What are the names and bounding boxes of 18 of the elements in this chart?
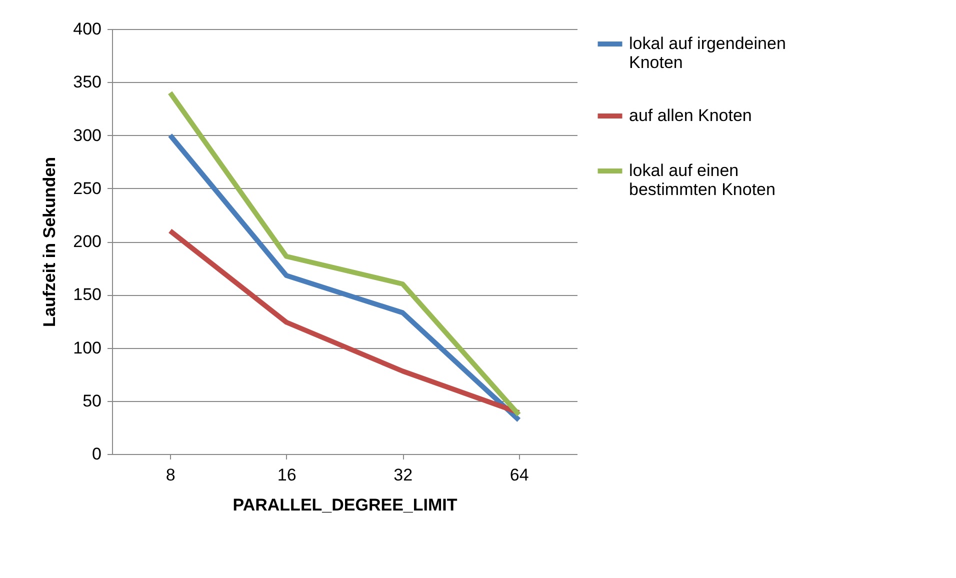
y-tick-label: 150 xyxy=(73,285,102,304)
y-tick-label: 250 xyxy=(73,178,102,198)
legend-label: lokal auf irgendeinen Knoten xyxy=(629,34,786,72)
x-tick-label: 8 xyxy=(166,466,176,484)
y-tick-label: 0 xyxy=(92,444,102,464)
y-tick-label: 200 xyxy=(73,232,102,251)
y-tick-label: 350 xyxy=(73,72,102,92)
x-tick-label: 32 xyxy=(394,466,413,484)
y-axis-title: Laufzeit in Sekunden xyxy=(40,156,60,328)
y-tick-label: 300 xyxy=(73,126,102,145)
legend-label: lokal auf einen bestimmten Knoten xyxy=(629,161,776,199)
y-tick-label: 400 xyxy=(73,20,102,38)
y-tick-label: 100 xyxy=(73,338,102,358)
x-axis-title: PARALLEL_DEGREE_LIMIT xyxy=(232,496,458,514)
legend-label: auf allen Knoten xyxy=(629,106,752,125)
x-tick-label: 16 xyxy=(277,466,296,484)
x-tick-label: 64 xyxy=(510,466,529,484)
y-tick-label: 50 xyxy=(82,391,102,410)
